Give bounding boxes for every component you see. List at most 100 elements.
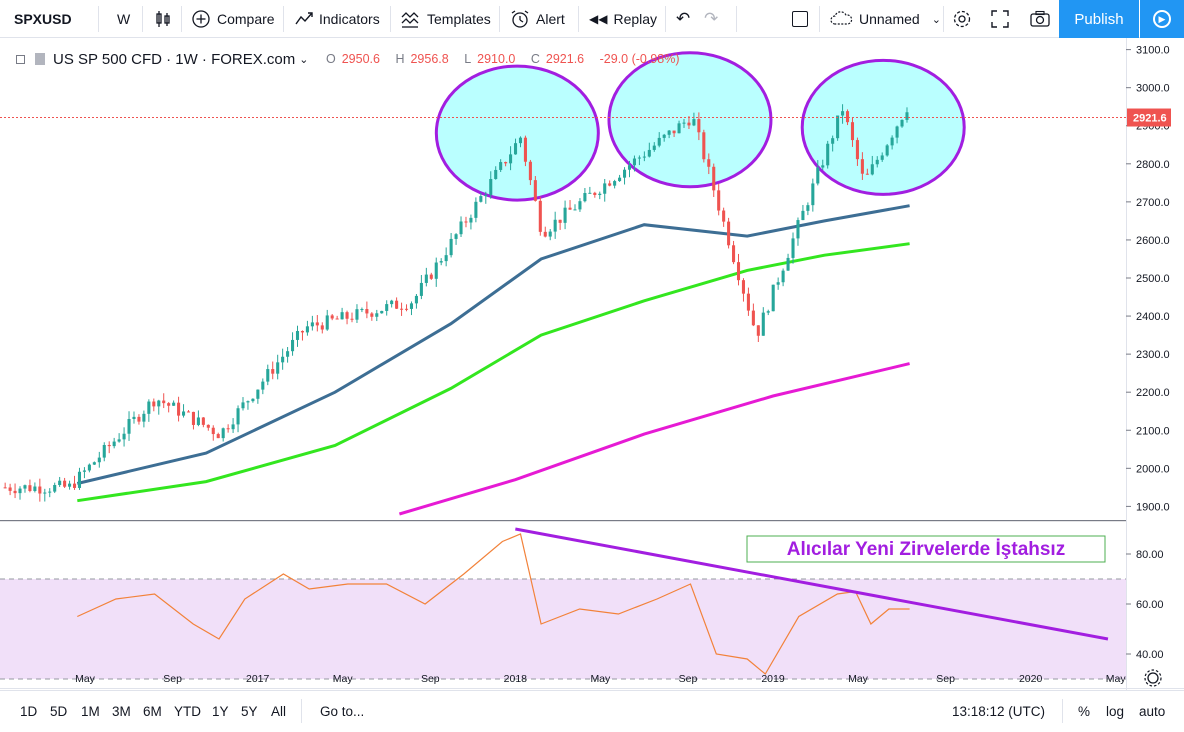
range-6m[interactable]: 6M <box>143 704 162 719</box>
play-button[interactable]: ▶ <box>1140 0 1184 38</box>
range-all[interactable]: All <box>271 704 287 719</box>
alert-label: Alert <box>536 11 565 27</box>
candle <box>578 198 582 212</box>
range-3m[interactable]: 3M <box>112 704 131 719</box>
candle <box>563 200 567 230</box>
top-highlight-ellipse[interactable] <box>434 64 600 202</box>
candle <box>523 135 527 167</box>
settings-button[interactable] <box>952 0 972 38</box>
candle <box>48 488 52 498</box>
candle <box>751 303 755 327</box>
range-1y[interactable]: 1Y <box>212 704 229 719</box>
candle <box>92 461 96 466</box>
candle <box>697 112 701 141</box>
candle-body <box>831 138 835 144</box>
candle-body <box>330 315 334 319</box>
candle-body <box>865 173 869 175</box>
range-5d[interactable]: 5D <box>50 704 68 719</box>
candle-body <box>588 192 592 194</box>
candle <box>841 104 845 124</box>
candle <box>687 116 691 129</box>
collapse-icon[interactable] <box>16 54 25 64</box>
indicators-label: Indicators <box>319 11 380 27</box>
square-icon <box>792 11 808 27</box>
range-ytd[interactable]: YTD <box>174 704 201 719</box>
candle-body <box>48 491 52 493</box>
candle-body <box>796 220 800 239</box>
candle <box>707 153 711 175</box>
candle-body <box>182 411 186 416</box>
high-key: H <box>395 52 405 66</box>
redo-button[interactable]: ↷ <box>704 0 718 38</box>
range-5y[interactable]: 5Y <box>241 704 258 719</box>
replay-button[interactable]: ◀◀ Replay <box>589 0 657 38</box>
last-price-badge <box>1127 108 1171 127</box>
range-1m[interactable]: 1M <box>81 704 100 719</box>
log-toggle[interactable]: log <box>1106 704 1125 719</box>
snapshot-button[interactable] <box>1029 0 1051 38</box>
candle <box>627 160 632 178</box>
add-circle-icon <box>192 10 210 28</box>
candle <box>177 396 181 422</box>
percent-toggle[interactable]: % <box>1078 704 1091 719</box>
price-tick-label: 3000.0 <box>1136 83 1170 95</box>
publish-button[interactable]: Publish <box>1059 0 1139 38</box>
candle-body <box>434 262 438 279</box>
alert-button[interactable]: Alert <box>509 0 565 38</box>
candle-body <box>97 457 101 463</box>
flag-icon <box>35 53 45 65</box>
candle-body <box>895 126 899 138</box>
layout-menu[interactable]: Unnamed ⌄ <box>829 0 941 38</box>
replay-label: Replay <box>613 11 658 27</box>
candle <box>360 307 364 313</box>
candle-body <box>885 145 889 156</box>
templates-button[interactable]: Templates <box>400 0 491 38</box>
auto-toggle[interactable]: auto <box>1139 704 1166 719</box>
annotation-box[interactable] <box>746 535 1106 563</box>
compare-button[interactable]: Compare <box>191 0 275 38</box>
symbol-label: SPXUSD <box>14 11 72 27</box>
top-highlight-ellipse[interactable] <box>607 51 773 189</box>
candle <box>320 322 324 334</box>
top-highlight-ellipse[interactable] <box>800 58 966 196</box>
indicators-button[interactable]: Indicators <box>294 0 380 38</box>
time-tick-label: Sep <box>163 673 182 685</box>
undo-icon: ↶ <box>676 9 691 28</box>
toolbar-divider <box>943 6 944 32</box>
candle-body <box>68 483 72 487</box>
range-1d[interactable]: 1D <box>20 704 38 719</box>
time-tick-label: Sep <box>936 673 955 685</box>
chart-title[interactable]: US SP 500 CFD · 1W · FOREX.com <box>53 50 296 68</box>
candle-body <box>766 311 770 313</box>
candle <box>702 129 706 163</box>
candle-body <box>499 162 503 170</box>
open-value: 2950.6 <box>341 52 380 66</box>
candle <box>761 307 765 336</box>
interval-button[interactable]: W <box>117 0 130 38</box>
clock[interactable]: 13:18:12 (UTC) <box>952 704 1046 719</box>
candle-body <box>618 177 622 182</box>
candle-body <box>3 487 7 489</box>
chart-settings-button[interactable] <box>1144 669 1162 687</box>
candle-body <box>761 312 765 336</box>
fullscreen-toggle[interactable] <box>792 0 808 38</box>
symbol-search[interactable]: SPXUSD <box>14 0 72 38</box>
chart-canvas[interactable]: 1900.0 2000.0 2100.0 2200.0 2300.0 2400.0 2500… <box>0 38 1184 690</box>
price-tick-label: 2400.0 <box>1136 311 1170 323</box>
candle-body <box>771 284 775 312</box>
chart-type-button[interactable] <box>154 0 172 38</box>
undo-button[interactable]: ↶ <box>676 0 690 38</box>
goto-button[interactable]: Go to... <box>320 704 365 719</box>
toolbar-divider <box>819 6 820 32</box>
candle-body <box>484 194 488 197</box>
candle <box>261 378 265 395</box>
rsi-trendline[interactable] <box>515 527 1109 641</box>
toolbar-divider <box>142 6 143 32</box>
open-key: O <box>326 52 336 66</box>
candle-body <box>801 210 805 221</box>
candle <box>182 404 186 418</box>
chevron-down-icon[interactable]: ⌄ <box>299 53 309 66</box>
candle <box>459 216 463 237</box>
candle <box>28 479 32 493</box>
fullscreen-button[interactable] <box>990 0 1010 38</box>
